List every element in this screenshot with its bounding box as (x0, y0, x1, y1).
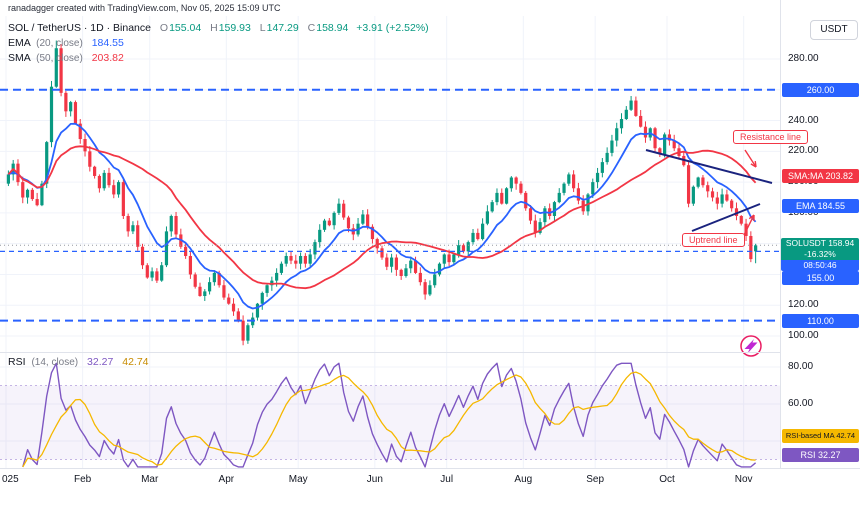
sma-value: 203.82 (91, 52, 124, 64)
scale-tick: 240.00 (788, 114, 819, 126)
scale-badge: 110.00 (782, 313, 859, 328)
last-price-badge: SOLUSDT 158.94 -16.32% 08:50:46 (781, 238, 859, 271)
attribution-text: ranadagger created with TradingView.com,… (8, 3, 281, 13)
time-axis-label: Apr (218, 474, 235, 485)
badge-symbol: SOLUSDT (785, 238, 826, 248)
uptrend-trendline (691, 203, 761, 232)
time-axis-label: Oct (659, 474, 675, 485)
scale-badge: RSI 32.27 (782, 448, 859, 463)
lightning-bolt-icon (744, 339, 758, 354)
last-price-row: SOLUSDT 158.94 (781, 238, 859, 249)
time-axis-label: Aug (514, 474, 533, 485)
change-value: +3.91 (+2.52%) (356, 22, 429, 34)
price-chart-canvas[interactable] (0, 0, 860, 490)
badge-price: 158.94 (828, 238, 855, 248)
legend-symbol-row: SOL / TetherUS · 1D · Binance O155.04 H1… (8, 22, 429, 34)
close-value: 158.94 (316, 22, 349, 34)
open-value: 155.04 (169, 22, 202, 34)
currency-unit-button[interactable]: USDT (810, 20, 858, 40)
scale-badge: 260.00 (782, 82, 859, 97)
symbol-title[interactable]: SOL / TetherUS · 1D · Binance (8, 22, 151, 34)
uptrend-line-label[interactable]: Uptrend line (682, 233, 745, 247)
time-axis[interactable]: 025 Feb Mar Apr May Jun Jul Aug Sep Oct Nov (0, 468, 860, 491)
scale-badge: 155.00 (782, 271, 859, 285)
high-value: 159.93 (218, 22, 251, 34)
time-axis-label: 025 (2, 474, 19, 485)
resistance-line-label[interactable]: Resistance line (733, 130, 809, 144)
rsi-ma-value: 42.74 (122, 356, 149, 368)
chart-legend: SOL / TetherUS · 1D · Binance O155.04 H1… (8, 21, 429, 66)
rsi-legend-row[interactable]: RSI (14, close) 32.27 42.74 (8, 356, 149, 368)
scale-tick: 100.00 (788, 330, 819, 342)
time-axis-label: Nov (734, 474, 753, 485)
scale-tick: 60.00 (788, 398, 814, 409)
time-axis-label: Jul (440, 474, 454, 485)
time-axis-label: Mar (141, 474, 159, 485)
scale-badge: EMA 184.55 (782, 198, 859, 213)
scale-tick: 80.00 (788, 361, 814, 372)
resistance-trendline (645, 149, 773, 184)
time-axis-label: Jun (366, 474, 383, 485)
scale-tick: 280.00 (788, 53, 819, 64)
time-axis-label: Sep (586, 474, 605, 485)
scale-tick: 220.00 (788, 145, 819, 157)
scale-badge: RSI-based MA 42.74 (782, 428, 859, 443)
rsi-value: 32.27 (87, 356, 114, 368)
bar-countdown-row: 08:50:46 (781, 260, 859, 271)
footer: TradingView (0, 490, 860, 525)
scale-badge: SMA:MA 203.82 (782, 169, 859, 184)
ema-value: 184.55 (91, 37, 124, 49)
pane-divider[interactable] (0, 352, 860, 353)
time-axis-label: May (288, 474, 308, 485)
legend-ema-row[interactable]: EMA (20, close) 184.55 (8, 37, 124, 49)
low-value: 147.29 (266, 22, 299, 34)
legend-sma-row[interactable]: SMA (50, close) 203.82 (8, 52, 124, 64)
time-axis-label: Feb (74, 474, 92, 485)
change-row: -16.32% (781, 249, 859, 260)
scale-tick: 120.00 (788, 299, 819, 311)
